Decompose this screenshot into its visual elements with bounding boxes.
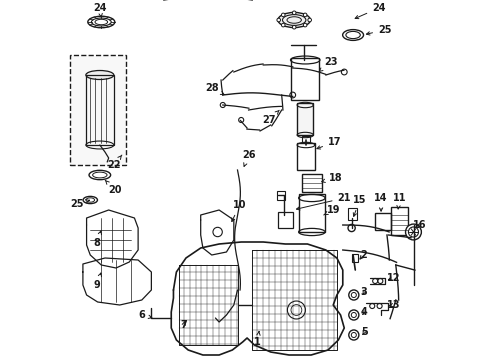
- Circle shape: [292, 11, 295, 15]
- Circle shape: [303, 23, 306, 27]
- Text: 2: 2: [359, 250, 366, 260]
- Text: 25: 25: [70, 199, 89, 209]
- Text: 27: 27: [262, 110, 279, 125]
- Text: 18: 18: [321, 173, 342, 183]
- Text: 23: 23: [319, 57, 337, 72]
- Text: 19: 19: [323, 205, 339, 215]
- Bar: [351, 254, 358, 262]
- Text: 3: 3: [360, 287, 367, 297]
- Text: 10: 10: [231, 200, 246, 221]
- Text: 4: 4: [360, 307, 367, 317]
- Bar: [70, 55, 125, 165]
- Bar: [374, 213, 390, 230]
- Circle shape: [405, 224, 421, 240]
- Text: 5: 5: [360, 327, 367, 337]
- Ellipse shape: [86, 71, 114, 80]
- Bar: [302, 136, 309, 142]
- Bar: [297, 143, 314, 170]
- Text: 9: 9: [93, 273, 101, 290]
- Text: 8: 8: [93, 231, 101, 248]
- Bar: [86, 75, 114, 145]
- Bar: [301, 174, 322, 192]
- Text: 15: 15: [352, 195, 366, 216]
- Text: 13: 13: [386, 300, 400, 310]
- Text: 16: 16: [412, 220, 425, 230]
- Circle shape: [307, 18, 311, 22]
- Circle shape: [276, 18, 280, 22]
- Text: 21: 21: [296, 193, 350, 210]
- Bar: [291, 58, 319, 100]
- Bar: [347, 208, 356, 220]
- Text: 20: 20: [105, 180, 121, 195]
- Bar: [276, 191, 285, 200]
- Text: 6: 6: [138, 310, 151, 320]
- Text: 24: 24: [354, 3, 385, 19]
- Circle shape: [281, 13, 285, 17]
- Circle shape: [292, 26, 295, 29]
- Text: 7: 7: [180, 320, 187, 330]
- Text: 26: 26: [241, 150, 255, 166]
- Bar: [278, 212, 292, 228]
- Text: 25: 25: [366, 25, 391, 35]
- Text: 17: 17: [316, 137, 341, 149]
- Text: 22: 22: [107, 155, 122, 170]
- Text: 14: 14: [373, 193, 387, 211]
- Circle shape: [281, 23, 285, 27]
- Text: 11: 11: [392, 193, 406, 209]
- Text: 1: 1: [253, 331, 260, 347]
- Bar: [297, 103, 313, 135]
- Text: 24: 24: [93, 3, 106, 17]
- Bar: [390, 207, 407, 235]
- Bar: [298, 194, 325, 232]
- Text: 12: 12: [386, 273, 400, 283]
- Circle shape: [303, 13, 306, 17]
- Text: 28: 28: [204, 83, 224, 95]
- Ellipse shape: [277, 13, 310, 28]
